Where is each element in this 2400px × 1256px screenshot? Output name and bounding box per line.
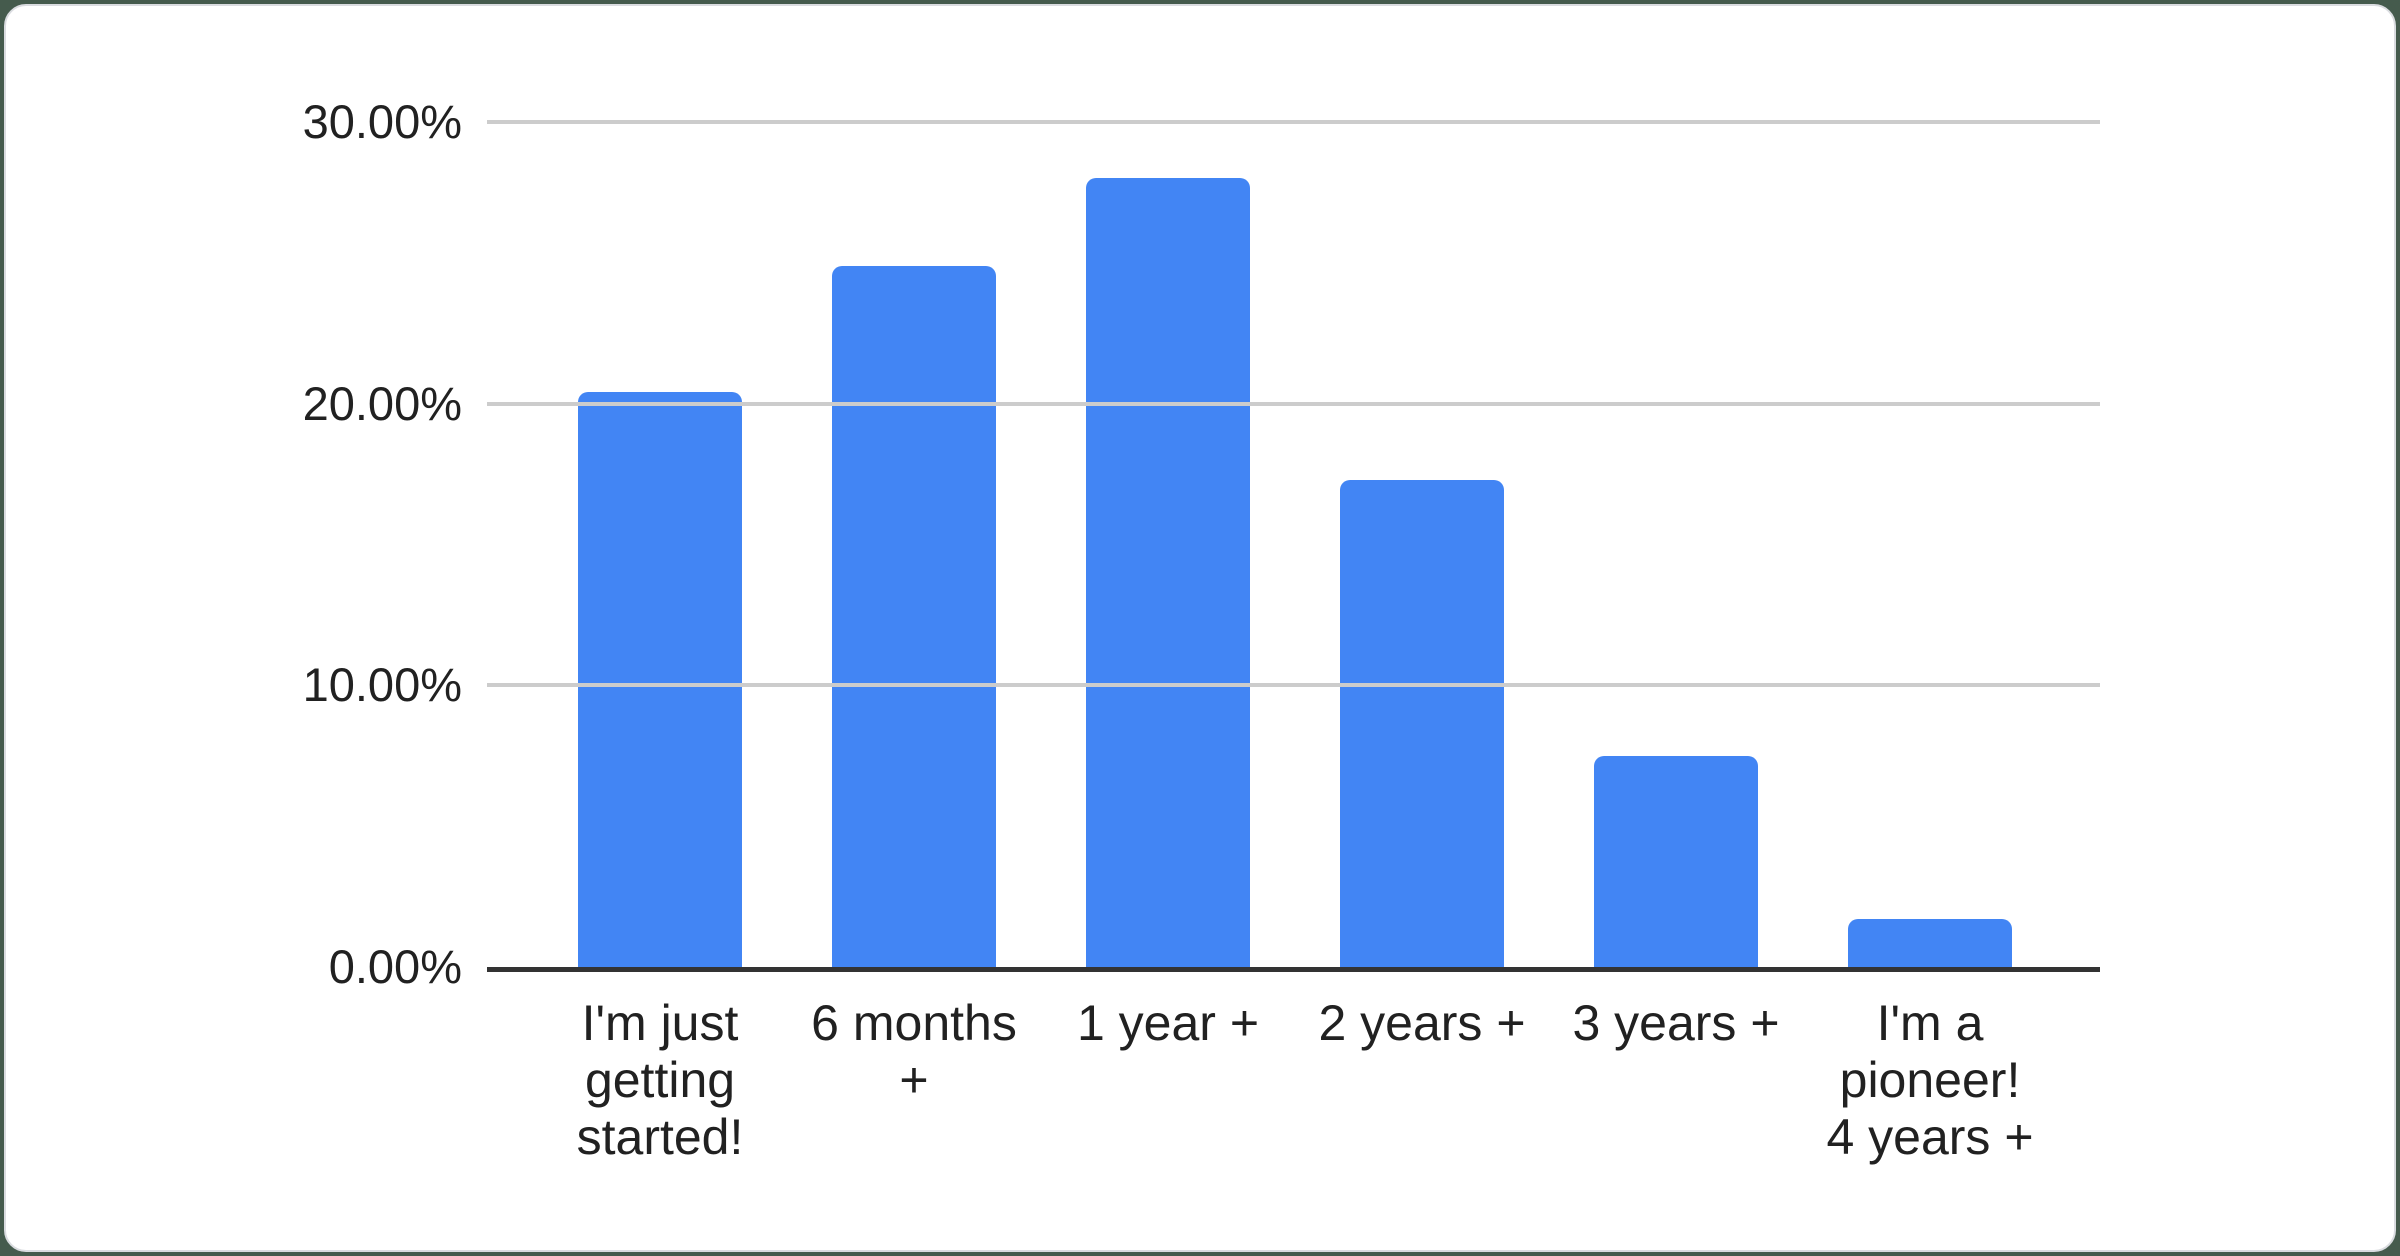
x-axis-category-label: 2 years + — [1318, 995, 1526, 1051]
y-axis-tick-label: 20.00% — [302, 376, 462, 430]
y-axis-tick-label: 30.00% — [302, 95, 462, 148]
x-axis-category-label: 1 year + — [1076, 995, 1260, 1051]
bar-4[interactable] — [1340, 479, 1504, 967]
x-axis-labels: I'm just getting started! 6 months + 1 yea… — [533, 995, 2057, 1225]
bar-3[interactable] — [1086, 178, 1250, 967]
x-axis-category-label: I'm just getting started! — [576, 995, 744, 1165]
gridline — [487, 683, 2100, 688]
bar-chart: 30.00% 20.00% 10.00% 0.00% I'm just getting… — [6, 6, 2394, 1250]
y-axis-tick-label: 10.00% — [302, 658, 462, 712]
bar-1[interactable] — [578, 392, 742, 967]
y-axis-tick-label: 0.00% — [328, 940, 462, 993]
x-axis-category-label: 3 years + — [1572, 995, 1780, 1051]
plot-area — [487, 120, 2100, 972]
bars-container — [533, 122, 2057, 967]
chart-card: 30.00% 20.00% 10.00% 0.00% I'm just getting… — [4, 4, 2396, 1252]
bar-5[interactable] — [1594, 755, 1758, 967]
bar-6[interactable] — [1848, 919, 2012, 967]
x-axis-line — [487, 967, 2100, 972]
x-axis-category-label: 6 months + — [811, 995, 1017, 1108]
y-axis: 30.00% 20.00% 10.00% 0.00% — [6, 95, 462, 993]
x-axis-category-label: I'm a pioneer! 4 years + — [1826, 995, 2034, 1165]
gridline — [487, 401, 2100, 406]
gridline — [487, 120, 2100, 124]
bar-2[interactable] — [832, 265, 996, 967]
